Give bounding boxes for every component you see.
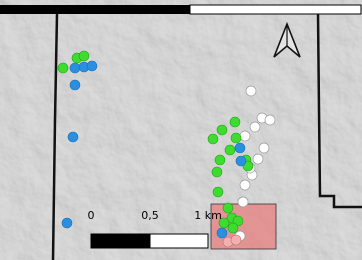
scale-label: 0 [88, 209, 95, 222]
scale-label: 1 km [194, 209, 222, 222]
top-bar-white [190, 5, 361, 14]
scale-label: 0,5 [141, 209, 159, 222]
map: 0 0,5 1 km [0, 0, 362, 260]
scale-bar-black [91, 234, 150, 248]
top-bar-black [0, 5, 190, 14]
scale-bar-white [150, 234, 208, 248]
